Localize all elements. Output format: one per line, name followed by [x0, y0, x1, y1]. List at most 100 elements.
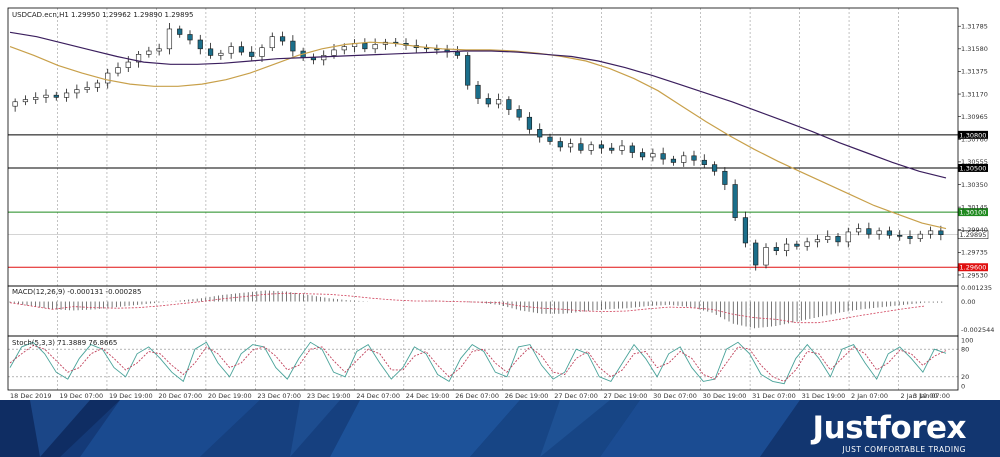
candle-bearish — [526, 116, 533, 130]
candle-bullish — [372, 44, 378, 50]
price-tick-label: 1.29530 — [961, 271, 988, 279]
footer-background — [0, 400, 1000, 457]
time-tick-label: 26 Dec 07:00 — [455, 392, 499, 400]
stoch-signal-line — [9, 345, 947, 382]
level-price-label: 1.30500 — [960, 164, 987, 172]
time-tick-label: 18 Dec 2019 — [10, 392, 52, 400]
candle-bearish — [207, 48, 214, 56]
price-tick-label: 1.30965 — [961, 113, 988, 121]
candle-bullish — [33, 97, 39, 100]
candle-bullish — [331, 49, 337, 56]
candle-bullish — [650, 153, 656, 158]
candles — [12, 23, 944, 271]
candle-bullish — [74, 89, 80, 94]
time-tick-label: 30 Dec 07:00 — [653, 392, 697, 400]
time-tick-label: 24 Dec 19:00 — [406, 392, 450, 400]
candle-bearish — [670, 158, 677, 163]
candle-bullish — [22, 99, 29, 103]
moving-average-slow — [9, 31, 947, 179]
candle-bullish — [43, 94, 49, 98]
candle-bearish — [454, 51, 461, 56]
candle-bearish — [537, 129, 543, 138]
candle-bearish — [516, 109, 522, 118]
level-price-label: 1.30800 — [960, 131, 987, 139]
time-tick-label: 27 Dec 19:00 — [604, 392, 648, 400]
time-tick-label: 23 Dec 07:00 — [257, 392, 301, 400]
candle-bearish — [701, 159, 707, 165]
price-tick-label: 1.30555 — [961, 158, 988, 166]
candle-bullish — [845, 231, 851, 243]
price-tick-label: 1.31170 — [961, 90, 988, 98]
candle-bearish — [177, 28, 183, 35]
candle-bearish — [732, 184, 738, 218]
price-tick-label: 1.31785 — [961, 23, 988, 31]
price-tick-label: 1.30350 — [961, 181, 988, 189]
candle-bearish — [475, 84, 481, 99]
candle-bullish — [228, 46, 234, 54]
candle-bullish — [63, 92, 70, 98]
stoch-main-line — [9, 341, 947, 385]
price-tick-label: 1.30145 — [961, 203, 988, 211]
candle-bullish — [927, 230, 934, 235]
candle-bearish — [290, 40, 296, 52]
macd-tick-label: -0.002544 — [961, 326, 994, 334]
candle-bearish — [938, 230, 944, 236]
moving-average-fast — [9, 41, 947, 230]
time-tick-label: 23 Dec 19:00 — [307, 392, 351, 400]
candle-bearish — [362, 43, 368, 50]
candle-bullish — [917, 233, 923, 239]
macd-title: MACD(12,26,9) -0.000131 -0.000285 — [12, 288, 141, 296]
candle-bullish — [588, 144, 594, 151]
candle-bullish — [166, 28, 173, 50]
candle-bullish — [269, 36, 275, 49]
level-price-label: 1.29600 — [960, 264, 987, 272]
level-price-tag — [958, 163, 988, 172]
candle-bullish — [619, 145, 625, 151]
candle-bearish — [835, 236, 841, 243]
candle-bullish — [115, 67, 121, 74]
candle-bearish — [557, 141, 563, 148]
candle-bearish — [238, 46, 245, 53]
candle-bullish — [125, 61, 131, 68]
price-tick-label: 1.30760 — [961, 136, 988, 144]
stoch-tick-label: 0 — [961, 382, 965, 390]
level-price-tag — [958, 263, 988, 272]
candle-bullish — [855, 228, 862, 233]
candle-bearish — [279, 36, 286, 42]
candle-bearish — [886, 230, 893, 236]
candle-bullish — [105, 72, 111, 84]
candle-bearish — [897, 234, 903, 237]
candle-bearish — [722, 170, 728, 185]
candle-bearish — [773, 247, 779, 251]
price-tick-label: 1.31580 — [961, 45, 988, 53]
chart-title: USDCAD.ecn,H1 1.29950 1.29962 1.29890 1.… — [12, 11, 193, 19]
macd-tick-label: 0.00 — [961, 298, 975, 306]
time-tick-label: 31 Dec 19:00 — [802, 392, 846, 400]
candle-bullish — [804, 241, 810, 247]
level-price-tag — [958, 130, 988, 139]
time-tick-label: 2 Jan 19:00 — [901, 392, 938, 400]
candle-bearish — [598, 144, 605, 149]
candle-bearish — [866, 228, 872, 235]
brand-tagline: JUST COMFORTABLE TRADING — [842, 445, 966, 454]
candle-bearish — [609, 147, 615, 151]
stoch-tick-label: 20 — [961, 373, 969, 381]
price-axis: 1.31785 1.31580 1.31375 1.31170 1.30965 1.307… — [958, 23, 988, 279]
time-tick-label: 24 Dec 07:00 — [356, 392, 400, 400]
candle-bearish — [485, 98, 491, 105]
time-axis: 18 Dec 2019 19 Dec 07:00 19 Dec 19:00 20 De… — [10, 392, 950, 400]
candle-bearish — [629, 145, 635, 153]
time-tick-label: 31 Dec 07:00 — [752, 392, 796, 400]
candle-bearish — [310, 57, 317, 61]
current-price-label: 1.29895 — [960, 231, 987, 239]
candle-bearish — [907, 236, 913, 239]
time-tick-label: 26 Dec 19:00 — [505, 392, 549, 400]
brand-footer: Justforex JUST COMFORTABLE TRADING — [0, 400, 1000, 457]
candle-bullish — [825, 236, 831, 240]
candle-bearish — [506, 99, 512, 110]
candle-bearish — [53, 94, 59, 98]
candle-bullish — [783, 243, 790, 251]
candle-bullish — [681, 155, 687, 163]
time-tick-label: 20 Dec 07:00 — [158, 392, 202, 400]
moving-averages — [9, 31, 947, 230]
